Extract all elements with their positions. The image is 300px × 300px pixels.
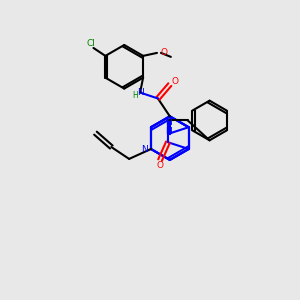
Text: O: O [160, 48, 167, 57]
Text: O: O [157, 160, 164, 169]
Text: N: N [166, 128, 172, 136]
Text: Cl: Cl [86, 40, 95, 49]
Text: N: N [137, 88, 143, 97]
Text: O: O [171, 77, 178, 86]
Text: N: N [166, 118, 172, 127]
Text: H: H [132, 91, 138, 100]
Text: N: N [142, 145, 148, 154]
